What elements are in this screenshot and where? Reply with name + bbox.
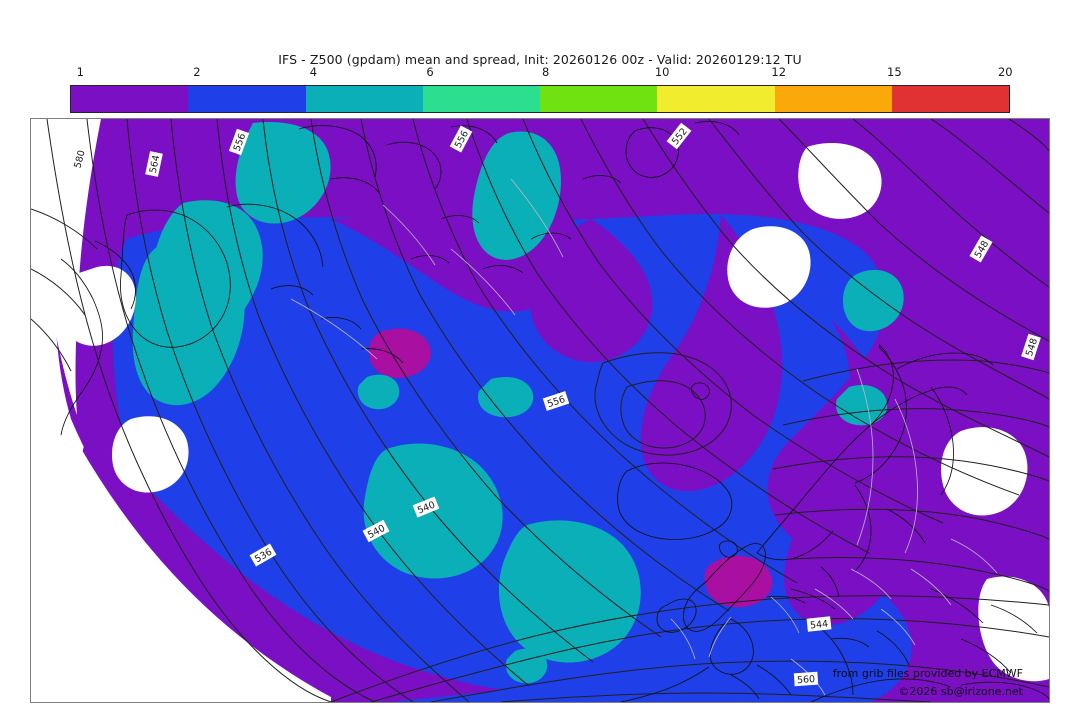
spread-band-teal-norway [472, 131, 561, 260]
contour-label: 544 [806, 616, 832, 632]
page-title: IFS - Z500 (gpdam) mean and spread, Init… [278, 52, 802, 67]
colorbar-tick-15: 15 [887, 65, 902, 79]
colorbar-band-4-6 [305, 86, 423, 112]
colorbar-band-8-10 [540, 86, 658, 112]
colorbar-tick-12: 12 [771, 65, 787, 79]
contour-label-halo [449, 125, 473, 153]
contour-label-text: 544 [810, 619, 829, 632]
contour-label: 548 [1021, 333, 1041, 361]
credit-source: from grib files provided by ECMWF [832, 667, 1023, 680]
contour-label-halo [362, 519, 390, 543]
spread-band-teal-atlantic-2 [498, 520, 641, 663]
z500-mean-contours [31, 119, 1049, 702]
contour-label: 556 [542, 391, 570, 411]
colorbar-tick-8: 8 [541, 65, 550, 79]
colorbar-band-6-8 [422, 86, 540, 112]
colorbar-tick-20: 20 [997, 65, 1013, 79]
credit-copyright: ©2026 sb@irizone.net [898, 685, 1023, 698]
contour-label-text: 548 [1024, 337, 1040, 358]
colorbar-tick-10: 10 [654, 65, 670, 79]
colorbar-tick-4: 4 [309, 65, 318, 79]
contour-label-halo [969, 235, 993, 263]
contour-label-halo [1021, 333, 1041, 361]
nodata-region-greenland [798, 143, 882, 219]
contour-label-halo [145, 151, 163, 177]
contour-label: 564 [145, 151, 163, 177]
contour-label-halo [666, 122, 692, 150]
nodata-region-3 [941, 427, 1028, 516]
spread-band-teal-small-1 [357, 374, 400, 410]
contour-label-halo [228, 128, 250, 156]
contour-label-halo [542, 391, 570, 411]
colorbar-tick-6: 6 [426, 65, 434, 79]
colorbar-tick-1: 1 [76, 65, 84, 79]
contour-label: 580 [69, 145, 89, 173]
coastline-layer [60, 121, 1049, 702]
spread-band-purple-intrusion-2 [529, 219, 653, 363]
contour-label-halo [69, 145, 89, 173]
colorbar-bands [70, 85, 1010, 113]
contour-label: 560 [793, 671, 819, 687]
contour-label-halo [249, 543, 277, 567]
spread-shading-layer [31, 119, 1049, 702]
spread-band-teal-small-4 [843, 269, 904, 332]
contour-label-halo [793, 671, 819, 687]
nodata-region-2 [727, 226, 811, 308]
contour-label-halo [806, 616, 832, 632]
colorbar-band-15-20 [891, 86, 1009, 112]
colorbar-band-10-12 [657, 86, 775, 112]
nodata-corner-northwest [31, 119, 101, 415]
contour-label-text: 564 [148, 154, 163, 174]
spread-band-teal-small-3 [835, 384, 888, 426]
colorbar-band-2-4 [188, 86, 306, 112]
nodata-region-6 [111, 416, 189, 493]
spread-band-teal-small-2 [477, 376, 534, 418]
contour-label-halo [412, 496, 440, 518]
nodata-region-4 [978, 576, 1049, 682]
colorbar-band-12-15 [774, 86, 892, 112]
contour-label-text: 560 [797, 674, 816, 686]
colorbar-band-1-2 [71, 86, 189, 112]
nodata-corner-southwest [31, 349, 331, 702]
colorbar: 1 2 4 6 8 10 12 15 20 [70, 65, 1013, 113]
contour-label-text: 556 [546, 394, 567, 410]
colorbar-tick-2: 2 [193, 65, 201, 79]
map-plot-area: 580 564 556 556 552 548 548 556 540 540 536 544 560 … [30, 118, 1050, 703]
spread-band-teal-labrador [132, 242, 245, 406]
contour-label-text: 580 [72, 149, 87, 169]
colorbar-tick-labels: 1 2 4 6 8 10 12 15 20 [70, 65, 1013, 83]
spread-band-teal-north [235, 122, 331, 224]
spread-band-purple-blob-2 [704, 555, 773, 608]
